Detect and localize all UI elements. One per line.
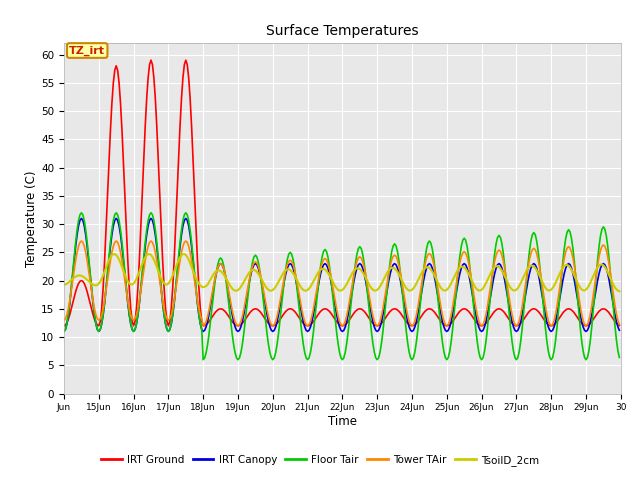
IRT Ground: [612, 321, 620, 326]
Floor Tair: [98, 321, 106, 326]
Y-axis label: Temperature (C): Temperature (C): [25, 170, 38, 267]
IRT Canopy: [612, 319, 620, 324]
IRT Ground: [458, 307, 465, 313]
Tower TAir: [234, 323, 242, 329]
Title: Surface Temperatures: Surface Temperatures: [266, 24, 419, 38]
TsoilD_2cm: [348, 273, 355, 278]
Tower TAir: [60, 317, 68, 323]
IRT Ground: [60, 323, 68, 329]
IRT Canopy: [458, 265, 465, 271]
Floor Tair: [614, 348, 621, 354]
TsoilD_2cm: [79, 274, 86, 279]
IRT Ground: [97, 318, 104, 324]
Text: TZ_irt: TZ_irt: [69, 46, 105, 56]
IRT Ground: [147, 57, 155, 63]
IRT Canopy: [616, 327, 623, 333]
Line: Tower TAir: Tower TAir: [64, 241, 620, 326]
Tower TAir: [614, 317, 621, 323]
Line: Floor Tair: Floor Tair: [64, 213, 620, 360]
Floor Tair: [60, 328, 68, 334]
TsoilD_2cm: [60, 282, 68, 288]
IRT Canopy: [60, 328, 68, 334]
TsoilD_2cm: [612, 287, 620, 292]
IRT Ground: [616, 323, 623, 328]
Line: TsoilD_2cm: TsoilD_2cm: [64, 254, 620, 291]
IRT Canopy: [98, 321, 106, 327]
Tower TAir: [459, 250, 467, 256]
Line: IRT Canopy: IRT Canopy: [64, 218, 620, 331]
TsoilD_2cm: [458, 264, 465, 270]
Tower TAir: [81, 243, 88, 249]
IRT Ground: [79, 278, 86, 284]
TsoilD_2cm: [540, 283, 548, 288]
Floor Tair: [200, 357, 207, 362]
Line: IRT Ground: IRT Ground: [64, 60, 620, 326]
TsoilD_2cm: [111, 251, 118, 257]
Tower TAir: [541, 303, 549, 309]
IRT Canopy: [348, 295, 355, 300]
IRT Ground: [540, 317, 548, 323]
IRT Canopy: [81, 223, 88, 229]
Tower TAir: [349, 279, 356, 285]
Floor Tair: [541, 325, 549, 331]
Floor Tair: [459, 238, 467, 243]
IRT Ground: [348, 314, 355, 320]
TsoilD_2cm: [97, 279, 104, 285]
IRT Canopy: [77, 216, 85, 221]
Floor Tair: [349, 286, 356, 291]
Tower TAir: [77, 238, 85, 244]
Floor Tair: [77, 210, 85, 216]
Floor Tair: [616, 355, 623, 360]
IRT Canopy: [540, 303, 548, 309]
TsoilD_2cm: [616, 288, 623, 294]
Tower TAir: [98, 312, 106, 318]
Legend: IRT Ground, IRT Canopy, Floor Tair, Tower TAir, TsoilD_2cm: IRT Ground, IRT Canopy, Floor Tair, Towe…: [97, 451, 543, 470]
Floor Tair: [81, 218, 88, 224]
X-axis label: Time: Time: [328, 415, 357, 428]
Tower TAir: [616, 322, 623, 327]
